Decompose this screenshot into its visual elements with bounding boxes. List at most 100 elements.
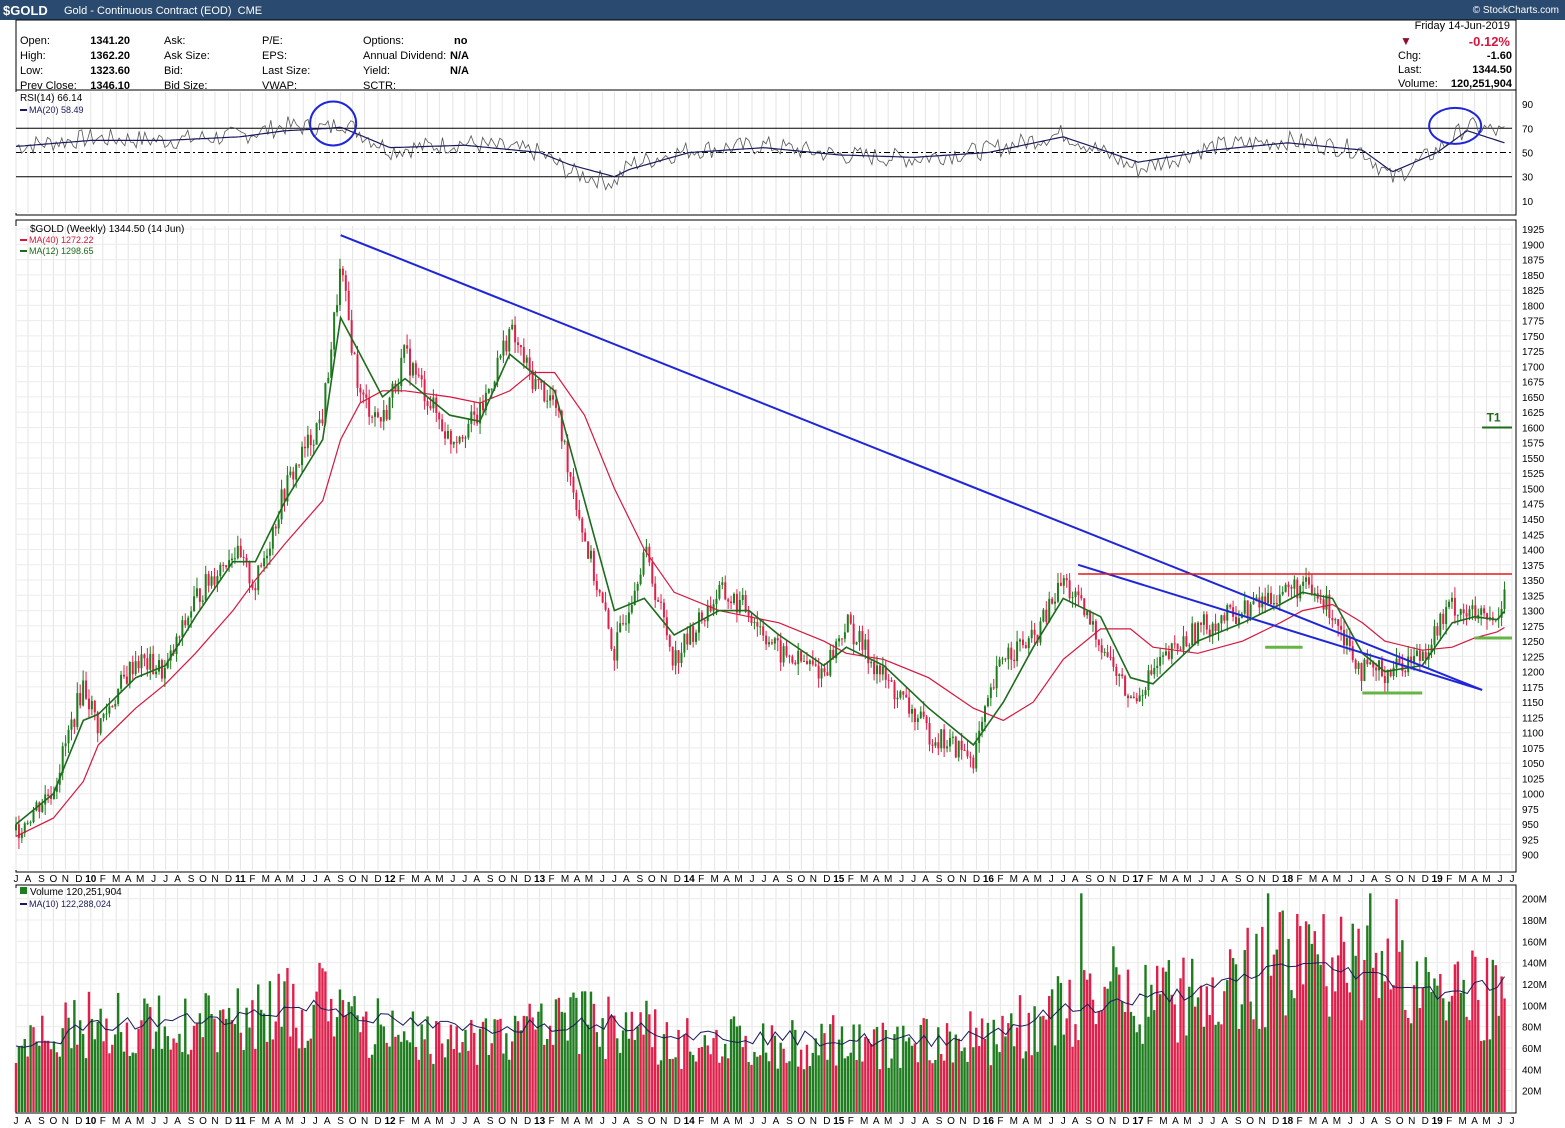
price-candle (1398, 658, 1401, 664)
volume-bar (510, 1041, 514, 1112)
x-tick-label: A (1322, 874, 1329, 885)
volume-bar (1100, 1010, 1103, 1112)
x-tick-label-volume: O (349, 1116, 357, 1127)
price-candle (1197, 622, 1200, 644)
price-candle (1307, 577, 1310, 585)
volume-bar (951, 1062, 955, 1112)
x-tick-label-volume: N (511, 1116, 518, 1127)
volume-bar (1228, 949, 1232, 1112)
price-candle (1021, 639, 1024, 646)
price-candle (610, 628, 613, 650)
yield-label: Yield: (363, 65, 391, 77)
price-candle (473, 411, 476, 415)
volume-bar (1398, 951, 1401, 1112)
x-tick-label: D (674, 874, 681, 885)
volume-bar (1494, 965, 1497, 1112)
volume-bar (522, 1015, 526, 1112)
price-candle (1229, 605, 1232, 608)
price-candle (1106, 652, 1109, 657)
price-candle (105, 713, 108, 715)
price-candle (429, 406, 432, 409)
price-candle (496, 357, 499, 382)
volume-bar (583, 991, 587, 1112)
price-candle (814, 664, 817, 666)
price-y-tick: 1250 (1522, 637, 1545, 648)
volume-bar (916, 1062, 920, 1112)
price-candle (50, 795, 53, 799)
price-candle (528, 357, 531, 370)
volume-bar (505, 1033, 508, 1112)
volume-bar (1045, 1019, 1048, 1112)
volume-bar (475, 1064, 479, 1112)
volume-bar (779, 1042, 782, 1112)
price-candle (432, 397, 435, 409)
volume-bar (662, 1034, 666, 1112)
price-candle (1442, 613, 1445, 624)
volume-bar (1351, 923, 1354, 1112)
price-candle (181, 620, 184, 637)
volume-bar (1144, 964, 1147, 1112)
x-tick-label-volume: J (600, 1116, 605, 1127)
volume-bar (119, 1032, 123, 1112)
x-tick-label: J (1198, 874, 1203, 885)
volume-bar (1185, 1035, 1188, 1112)
price-candle (715, 598, 718, 605)
x-tick-label: N (361, 874, 368, 885)
price-candle (779, 640, 782, 663)
volume-bar (1500, 976, 1503, 1112)
volume-y-tick: 80M (1522, 1023, 1541, 1034)
x-tick-label-volume: A (922, 1116, 929, 1127)
volume-bar (1068, 979, 1071, 1112)
x-tick-label: J (1061, 874, 1066, 885)
volume-bar (49, 1049, 53, 1112)
volume-bar (470, 1019, 473, 1112)
volume-bar (467, 1050, 470, 1112)
volume-bar (1170, 994, 1173, 1112)
volume-bar (1223, 991, 1226, 1112)
x-tick-label: A (324, 874, 331, 885)
price-candle (464, 437, 467, 439)
volume-bar (683, 1034, 686, 1112)
volume-y-tick: 120M (1522, 980, 1547, 991)
volume-bar (1065, 1018, 1068, 1112)
volume-bar (659, 1060, 663, 1112)
volume-bar (195, 1023, 199, 1112)
price-candle (738, 600, 741, 613)
volume-bar (1083, 970, 1086, 1112)
price-candle (1439, 613, 1442, 636)
volume-bar (931, 1063, 934, 1112)
x-tick-label: A (922, 874, 929, 885)
volume-bar (464, 1029, 467, 1112)
price-candle (1118, 674, 1121, 676)
volume-bar (259, 1009, 263, 1112)
volume-bar (817, 1055, 820, 1112)
price-candle (1176, 643, 1179, 650)
volume-bar (595, 1032, 599, 1112)
price-candle (23, 823, 26, 834)
price-candle (1065, 578, 1068, 581)
price-candle (1077, 591, 1080, 596)
price-candle (362, 392, 365, 395)
x-tick-label-volume: A (1371, 1116, 1378, 1127)
quote-col4-values: no N/A N/A (450, 34, 469, 79)
price-candle (394, 383, 397, 392)
volume-bar (1074, 1024, 1077, 1112)
x-tick-label-volume: S (38, 1116, 45, 1127)
volume-bar (1001, 1015, 1004, 1112)
price-candle (972, 757, 975, 769)
volume-bar (248, 1027, 251, 1112)
price-candle (283, 489, 286, 502)
volume-bar (184, 998, 187, 1112)
quote-right-values: -1.60 1344.50 120,251,904 (1430, 49, 1512, 91)
volume-bar (1042, 1015, 1045, 1112)
volume-bar (884, 1029, 887, 1112)
volume-bar (52, 1041, 56, 1112)
x-tick-label: M (561, 874, 569, 885)
x-tick-label-volume: J (750, 1116, 755, 1127)
x-tick-label: M (710, 874, 718, 885)
x-tick-label: A (473, 874, 480, 885)
volume-bar (1071, 1046, 1074, 1112)
volume-bar (324, 971, 327, 1112)
volume-bar (300, 1009, 304, 1112)
volume-bar (373, 1044, 377, 1112)
